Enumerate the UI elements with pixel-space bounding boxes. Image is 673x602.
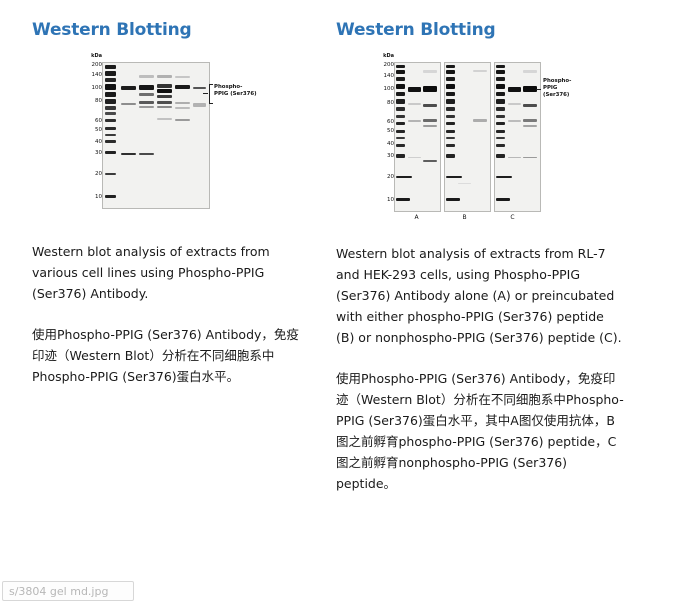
kda-tick-20-left: 20 xyxy=(95,171,102,177)
kda-tick-10-right: 10 xyxy=(387,197,394,203)
caption-left-chinese: 使用Phospho-PPIG (Ser376) Antibody，免疫印迹（We… xyxy=(32,327,299,384)
gel-lane-b-293 xyxy=(473,63,487,211)
gel-lane-rl7 xyxy=(121,63,136,208)
gel-lane-b-rl7 xyxy=(458,63,471,211)
gel-lane-a-293 xyxy=(423,63,437,211)
panel-letter-c: C xyxy=(510,214,515,221)
gel-lane-293 xyxy=(139,63,154,208)
gel-lane-pc12 xyxy=(157,63,172,208)
gel-panel-group-right: RL-7 293 xyxy=(394,62,663,212)
band-annotation-right-line-3: (Ser376) xyxy=(543,91,570,98)
protein-ladder-a xyxy=(396,63,412,211)
gel-lane-a-rl7 xyxy=(408,63,421,211)
western-blot-figure-right: kDa 200 140 100 80 60 50 40 30 20 10 RL-… xyxy=(374,54,663,222)
protein-ladder-left xyxy=(105,63,116,208)
kda-axis-left: kDa 200 140 100 80 60 50 40 30 20 10 xyxy=(82,54,103,207)
kda-axis-header-left: kDa xyxy=(91,53,102,59)
kda-tick-100-left: 100 xyxy=(91,85,103,91)
kda-tick-140-right: 140 xyxy=(383,73,395,79)
caption-right-english: Western blot analysis of extracts from R… xyxy=(336,246,622,345)
kda-tick-140-left: 140 xyxy=(91,72,103,78)
caption-left-english: Western blot analysis of extracts from v… xyxy=(32,244,270,301)
protein-ladder-b xyxy=(446,63,462,211)
page-title-left: Western Blotting xyxy=(32,20,192,40)
column-left: Western Blotting kDa 200 140 100 80 60 5… xyxy=(2,14,328,602)
gel-lane-c-293 xyxy=(523,63,537,211)
band-annotation-line-2: PPIG (Ser376) xyxy=(214,90,257,97)
kda-tick-30-right: 30 xyxy=(387,153,394,159)
gel-panel-a: RL-7 293 xyxy=(394,62,441,212)
kda-tick-80-right: 80 xyxy=(387,100,394,106)
annotation-leader-left xyxy=(203,93,208,94)
gel-lane-3t3 xyxy=(193,63,206,208)
panel-letter-row: A B C xyxy=(394,214,663,221)
panel-letter-a: A xyxy=(414,214,419,221)
kda-tick-100-right: 100 xyxy=(383,86,395,92)
kda-tick-60-right: 60 xyxy=(387,119,394,125)
protein-ladder-c xyxy=(496,63,512,211)
kda-tick-30-left: 30 xyxy=(95,150,102,156)
kda-tick-80-left: 80 xyxy=(95,98,102,104)
gel-lane-c2c12 xyxy=(175,63,190,208)
kda-tick-50-left: 50 xyxy=(95,127,102,133)
band-annotation-right: Phospho- PPIG (Ser376) xyxy=(543,78,571,98)
band-annotation-left: Phospho- PPIG (Ser376) xyxy=(214,84,257,98)
kda-tick-50-right: 50 xyxy=(387,128,394,134)
column-right: Western Blotting kDa 200 140 100 80 60 5… xyxy=(328,14,663,602)
page-title-right: Western Blotting xyxy=(336,20,496,40)
kda-tick-60-left: 60 xyxy=(95,118,102,124)
status-bar-text: s/3804 gel md.jpg xyxy=(9,584,109,598)
kda-tick-40-right: 40 xyxy=(387,141,394,147)
kda-tick-10-left: 10 xyxy=(95,194,102,200)
status-bar: s/3804 gel md.jpg xyxy=(2,581,134,601)
gel-image-left: RL-7 293 PC-12 C2C12 3T3 xyxy=(102,62,210,209)
kda-axis-right: kDa 200 140 100 80 60 50 40 30 20 10 xyxy=(374,54,395,210)
annotation-leader-right xyxy=(536,89,541,90)
kda-tick-20-right: 20 xyxy=(387,174,394,180)
kda-tick-200-left: 200 xyxy=(91,62,103,68)
kda-axis-header-right: kDa xyxy=(383,53,394,59)
gel-panel-c: RL-7 293 xyxy=(494,62,541,212)
band-annotation-right-line-1: Phospho- xyxy=(543,78,572,84)
western-blot-figure-left: kDa 200 140 100 80 60 50 40 30 20 10 RL-… xyxy=(82,54,328,209)
kda-tick-200-right: 200 xyxy=(383,62,395,68)
caption-right: Western blot analysis of extracts from R… xyxy=(336,243,626,494)
kda-tick-40-left: 40 xyxy=(95,139,102,145)
caption-right-chinese: 使用Phospho-PPIG (Ser376) Antibody，免疫印迹（We… xyxy=(336,371,624,491)
gel-lane-c-rl7 xyxy=(508,63,521,211)
band-annotation-line-1: Phospho- xyxy=(214,84,243,90)
annotation-brace-left xyxy=(209,84,213,104)
panel-letter-b: B xyxy=(462,214,467,221)
band-annotation-right-line-2: PPIG xyxy=(543,84,558,91)
gel-panel-b: RL-7 293 xyxy=(444,62,491,212)
caption-left: Western blot analysis of extracts from v… xyxy=(32,241,300,387)
